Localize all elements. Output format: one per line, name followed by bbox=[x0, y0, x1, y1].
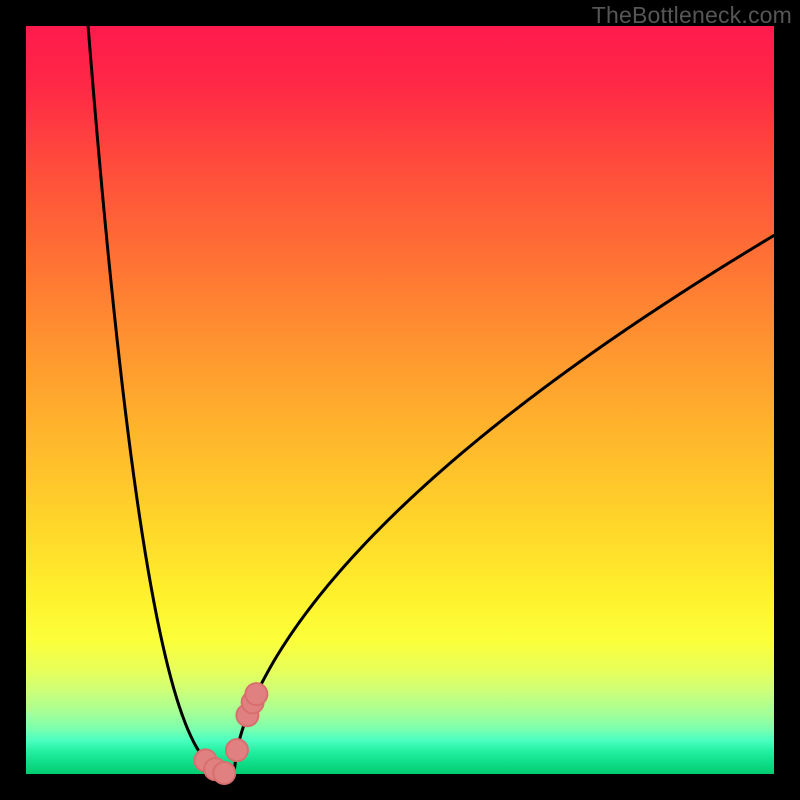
bottleneck-chart bbox=[0, 0, 800, 800]
curve-marker bbox=[226, 739, 248, 761]
curve-marker bbox=[213, 762, 235, 784]
gradient-plot-area bbox=[26, 26, 774, 774]
curve-marker bbox=[245, 683, 267, 705]
watermark-text: TheBottleneck.com bbox=[592, 2, 792, 29]
